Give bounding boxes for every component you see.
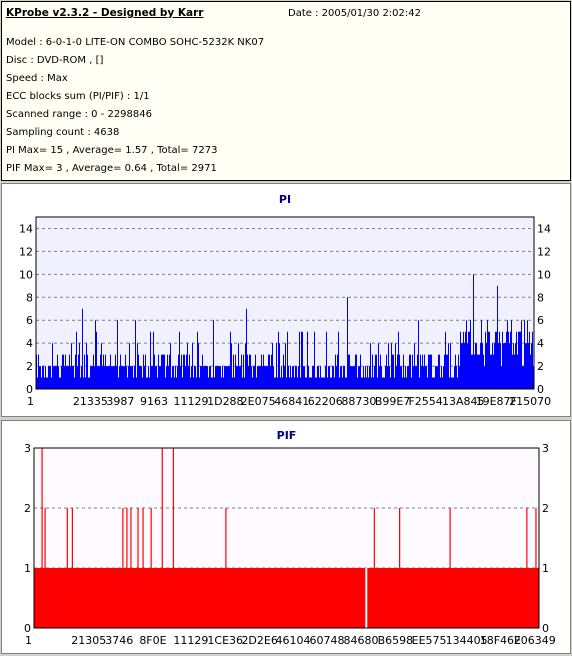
pif-baseline-fill (34, 568, 539, 628)
y-tick-label-left: 8 (26, 291, 33, 304)
pi-stats-line: PI Max= 15 , Average= 1.57 , Total= 7273 (6, 145, 218, 156)
y-tick-label-right: 12 (537, 245, 551, 258)
x-tick-label: 1 (27, 395, 34, 408)
x-tick-label: 9163 (140, 395, 168, 408)
info-panel: KProbe v2.3.2 - Designed by Karr Date : … (1, 1, 571, 181)
y-tick-label-left: 4 (26, 337, 33, 350)
x-tick-label: 19E87F (476, 395, 517, 408)
x-tick-label: B6598 (378, 634, 414, 647)
x-tick-label: F2554 (408, 395, 442, 408)
y-tick-label-left: 3 (24, 442, 31, 455)
y-tick-label-left: 2 (26, 360, 33, 373)
x-tick-label: 62206 (308, 395, 343, 408)
x-tick-label: 46104 (275, 634, 310, 647)
x-tick-label: 2E075 (241, 395, 276, 408)
y-tick-label-left: 14 (19, 222, 33, 235)
model-line: Model : 6-0-1-0 LITE-ON COMBO SOHC-5232K… (6, 37, 265, 48)
x-tick-label: 18F46E (480, 634, 521, 647)
y-tick-label-right: 14 (537, 222, 551, 235)
app-title: KProbe v2.3.2 - Designed by Karr (6, 7, 204, 19)
y-tick-label-right: 8 (537, 291, 544, 304)
x-tick-label: 60748 (310, 634, 345, 647)
x-tick-label: 8F0E (139, 634, 166, 647)
y-tick-label-right: 0 (537, 383, 544, 396)
ecc-line: ECC blocks sum (PI/PIF) : 1/1 (6, 91, 150, 102)
x-tick-label: 1CE36 (207, 634, 243, 647)
pif-gap (365, 568, 368, 628)
speed-line: Speed : Max (6, 73, 68, 84)
pif-chart-panel: PIF 0 0 1 1 2 2 3 3 1 21305 3746 8F0E 11129 1CE36 2D2E6… (1, 420, 571, 654)
x-tick-label: 21335 (73, 395, 108, 408)
x-tick-label: 84680 (344, 634, 379, 647)
x-tick-label: 11129 (174, 395, 209, 408)
disc-line: Disc : DVD-ROM , [] (6, 55, 104, 66)
x-tick-label: 1 (25, 634, 32, 647)
y-tick-label-left: 6 (26, 314, 33, 327)
y-tick-label-right: 4 (537, 337, 544, 350)
y-tick-label-left: 2 (24, 502, 31, 515)
x-tick-label: 21305 (71, 634, 106, 647)
x-tick-label: 206349 (514, 634, 556, 647)
x-tick-label: 3746 (105, 634, 133, 647)
chart-title: PI (279, 193, 291, 206)
y-tick-label-right: 1 (542, 562, 549, 575)
x-tick-label: 134405 (446, 634, 488, 647)
y-tick-label-left: 0 (26, 383, 33, 396)
sampling-count-line: Sampling count : 4638 (6, 127, 120, 138)
x-tick-label: 215070 (509, 395, 551, 408)
x-tick-label: 88730 (341, 395, 376, 408)
y-tick-label-left: 1 (24, 562, 31, 575)
y-tick-label-left: 10 (19, 268, 33, 281)
y-tick-label-left: 12 (19, 245, 33, 258)
y-tick-label-right: 10 (537, 268, 551, 281)
x-tick-label: 3987 (106, 395, 134, 408)
scan-date: Date : 2005/01/30 2:02:42 (288, 8, 421, 19)
plot-border (35, 216, 535, 390)
y-tick-label-left: 0 (24, 622, 31, 635)
pif-stats-line: PIF Max= 3 , Average= 0.64 , Total= 2971 (6, 163, 217, 174)
x-tick-label: 13A845 (442, 395, 485, 408)
pi-chart-panel: PI 0 0 2 2 4 4 6 6 8 8 10 10 12 12 14 14 1 21335 3987 9163 11… (1, 183, 571, 417)
scanned-range-line: Scanned range : 0 - 2298846 (6, 109, 152, 120)
y-tick-label-right: 2 (537, 360, 544, 373)
y-tick-label-right: 3 (542, 442, 549, 455)
x-tick-label: 11129 (173, 634, 208, 647)
x-tick-label: 46841 (274, 395, 309, 408)
x-tick-label: B99E7 (375, 395, 411, 408)
x-tick-label: EE575 (412, 634, 447, 647)
x-tick-label: 1D288 (207, 395, 243, 408)
plot-border (33, 447, 540, 629)
pi-baseline-fill (36, 377, 534, 389)
y-tick-label-right: 0 (542, 622, 549, 635)
y-tick-label-right: 2 (542, 502, 549, 515)
y-tick-label-right: 6 (537, 314, 544, 327)
chart-title: PIF (277, 429, 297, 442)
x-tick-label: 2D2E6 (241, 634, 277, 647)
